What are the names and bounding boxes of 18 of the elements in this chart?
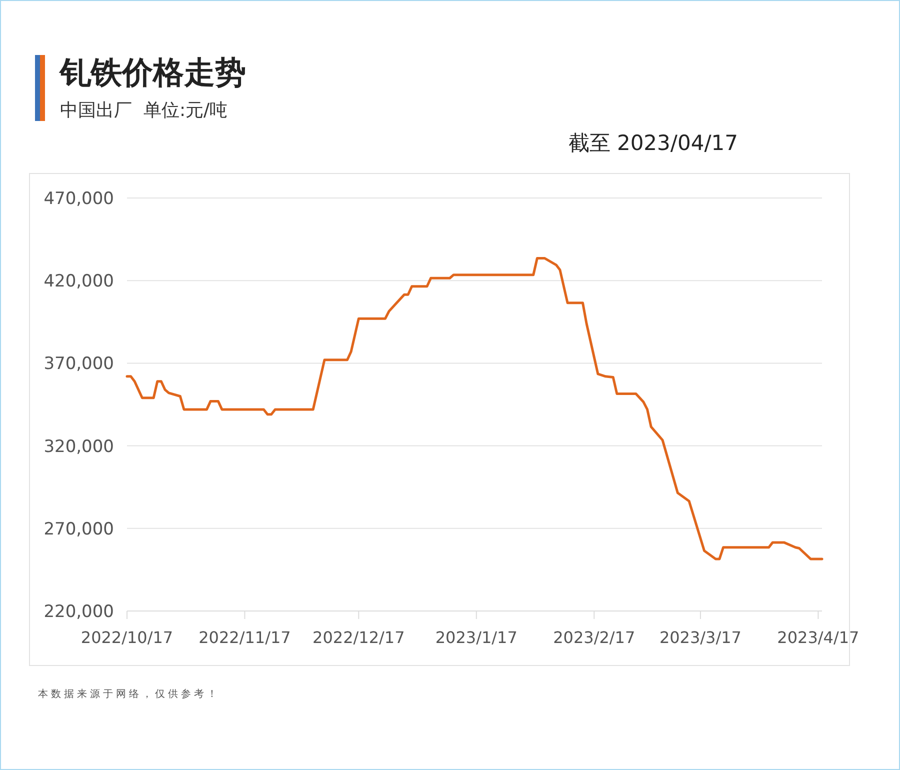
x-tick-label: 2023/1/17 [435, 628, 518, 647]
x-tick-label: 2023/2/17 [553, 628, 636, 647]
x-tick-label: 2022/11/17 [198, 628, 291, 647]
chart-subtitle: 中国出厂 单位:元/吨 [60, 100, 228, 121]
chart-title: 钆铁价格走势 [58, 55, 246, 91]
y-tick-label: 470,000 [44, 189, 114, 209]
line-series [126, 257, 824, 560]
y-tick-label: 370,000 [44, 354, 114, 374]
y-tick-label: 420,000 [44, 272, 114, 292]
x-tick-label: 2022/12/17 [312, 628, 405, 647]
x-tick-label: 2023/3/17 [659, 628, 742, 647]
y-tick-label: 270,000 [44, 519, 114, 540]
x-tick-label: 2023/4/17 [777, 628, 860, 647]
text: 截至 2023/04/17 [568, 131, 738, 155]
y-tick-label: 320,000 [44, 436, 114, 457]
x-tick-label: 2022/10/17 [80, 628, 174, 647]
y-tick-label: 220,000 [44, 602, 114, 622]
text: 本数据来源于网络，仅供参考！ [38, 688, 220, 700]
